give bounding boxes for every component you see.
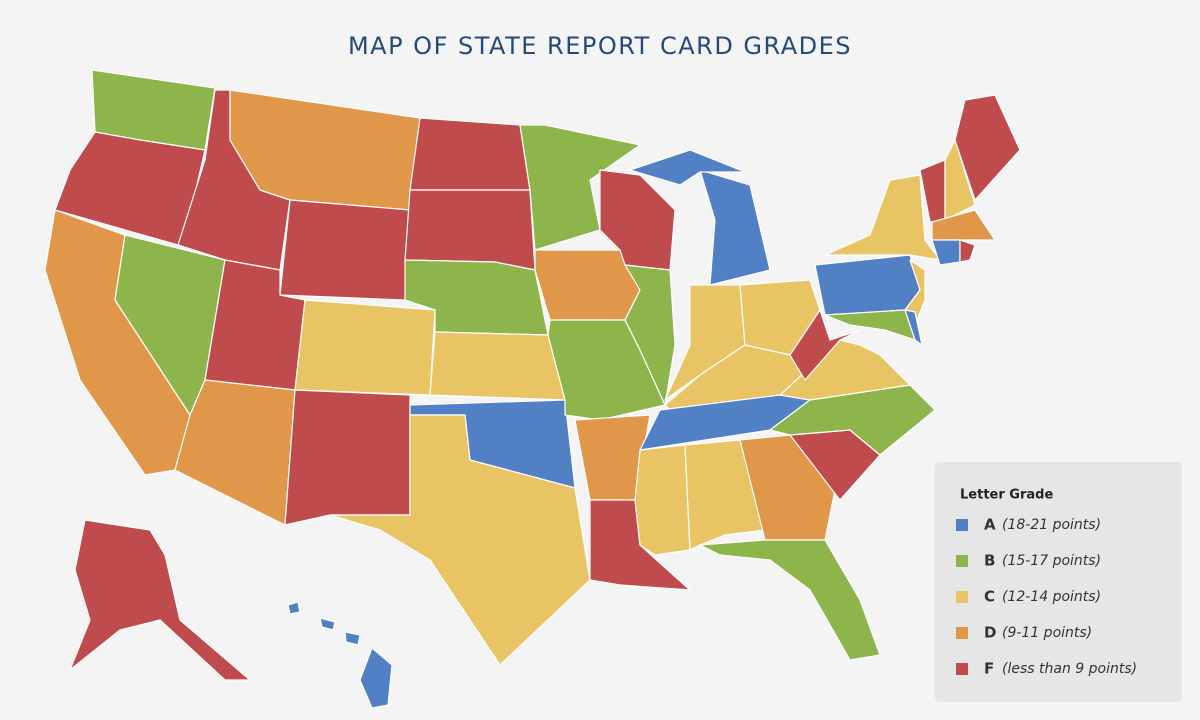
legend-range: (15-17 points) [1002,553,1101,569]
state [279,199,411,301]
legend-grade: B [984,552,995,570]
state [284,389,411,526]
legend-swatch [956,591,968,603]
state [409,117,531,191]
state [954,94,1021,201]
state [624,264,676,406]
state [519,124,641,251]
state [789,309,861,381]
state [359,647,393,709]
state [824,174,941,261]
state [329,414,591,666]
state [814,254,921,316]
state [319,617,336,631]
legend-swatch [956,663,968,675]
legend-range: (less than 9 points) [1002,661,1137,677]
state [931,209,996,241]
legend-grade: D [984,624,996,642]
legend-range: (12-14 points) [1002,589,1101,605]
state [699,539,881,661]
legend-swatch [956,627,968,639]
state [944,139,976,221]
legend-box [935,462,1182,702]
state [959,239,976,263]
legend-range: (9-11 points) [1002,625,1092,641]
us-map [44,69,1021,709]
state [287,601,301,615]
state [344,631,361,646]
legend-swatch [956,555,968,567]
state [404,189,536,271]
state [824,309,916,341]
legend-range: (18-21 points) [1002,517,1101,533]
title: MAP OF STATE REPORT CARD GRADES [348,32,852,60]
state [69,519,251,681]
state [634,444,691,556]
state [174,379,296,526]
state [629,149,746,186]
legend-heading: Letter Grade [960,488,1053,503]
state [429,331,566,401]
state [699,169,771,286]
legend-grade: A [984,516,996,534]
legend-grade: F [984,660,994,678]
legend: A (18-21 points) B (15-17 points) C (12-14 po… [956,516,1137,678]
legend-grade: C [984,588,995,606]
legend-swatch [956,519,968,531]
state [294,299,436,396]
state [904,309,923,346]
